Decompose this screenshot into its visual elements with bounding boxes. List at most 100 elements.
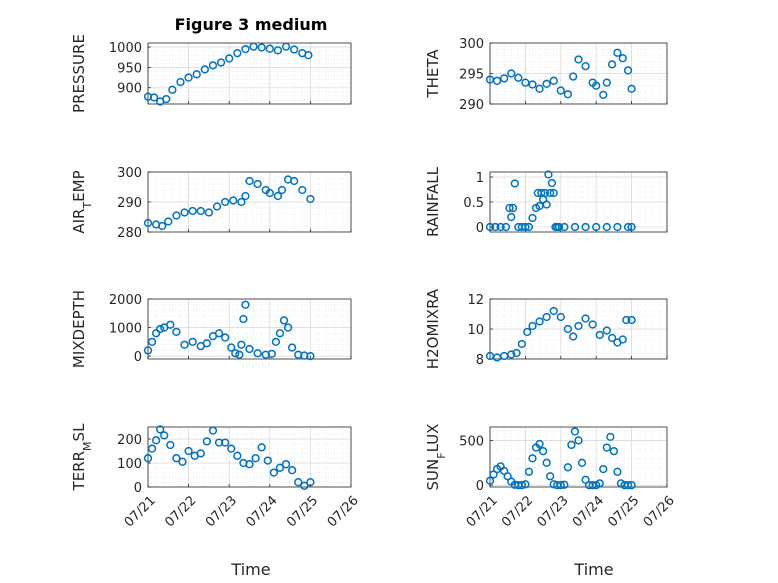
- y-axis-label: AIRTEMP: [70, 170, 94, 233]
- data-point: [622, 315, 631, 325]
- data-point: [599, 90, 608, 99]
- data-point: [147, 444, 157, 453]
- data-point: [542, 200, 551, 209]
- y-tick-label: 0: [476, 479, 484, 494]
- data-point: [592, 81, 601, 90]
- x-tick-label: 07/25: [605, 493, 642, 530]
- y-tick-label: 1000: [109, 322, 142, 337]
- data-point: [521, 480, 530, 489]
- y-tick-label: 0: [476, 221, 484, 236]
- data-point: [149, 93, 159, 102]
- data-point: [281, 460, 291, 469]
- data-point: [147, 337, 157, 347]
- y-tick-label: 300: [459, 37, 484, 52]
- data-point: [283, 323, 293, 332]
- data-point: [507, 350, 516, 359]
- data-point: [143, 346, 153, 355]
- data-point: [287, 466, 297, 475]
- data-point: [306, 194, 315, 204]
- data-point: [496, 222, 505, 232]
- panel-mixdepth: 0 1000 2000 MIXDEPTH: [70, 290, 352, 368]
- x-tick-label: 07/22: [499, 493, 536, 530]
- data-point: [606, 432, 615, 442]
- data-point: [542, 79, 551, 89]
- data-point: [613, 222, 622, 232]
- panel-h2omixra: 8 10 12 H2OMIXRA: [424, 288, 668, 369]
- data-point: [485, 476, 495, 485]
- data-point: [290, 45, 299, 54]
- data-point: [485, 222, 495, 232]
- data-point: [563, 90, 573, 99]
- data-point: [508, 203, 518, 213]
- data-point: [220, 197, 230, 207]
- y-axis-label: TERRMSL: [70, 423, 94, 492]
- data-point: [249, 42, 258, 51]
- data-point: [560, 480, 569, 489]
- data-point: [184, 446, 193, 456]
- data-point: [602, 222, 611, 232]
- data-point: [202, 437, 212, 446]
- data-point: [287, 343, 297, 352]
- data-point: [613, 48, 622, 57]
- y-tick-label: 100: [117, 457, 142, 472]
- data-point: [517, 481, 527, 490]
- data-point: [581, 222, 590, 232]
- data-point: [524, 222, 534, 232]
- data-point: [273, 191, 283, 201]
- axes-frame: [147, 42, 352, 105]
- data-point: [263, 456, 272, 465]
- data-point: [237, 197, 246, 207]
- data-point: [505, 203, 514, 213]
- x-tick-label: 07/26: [641, 493, 678, 530]
- data-point: [143, 218, 153, 228]
- data-point: [609, 447, 619, 456]
- data-point: [528, 213, 537, 223]
- data-point: [581, 62, 590, 71]
- data-point: [521, 222, 530, 232]
- data-point: [627, 222, 636, 232]
- data-point: [160, 431, 169, 440]
- data-point: [143, 454, 153, 463]
- data-point: [577, 458, 587, 467]
- data-point: [306, 478, 315, 487]
- data-point: [514, 73, 523, 82]
- data-point: [196, 449, 205, 458]
- y-tick-label: 12: [467, 293, 484, 308]
- data-point: [176, 77, 185, 87]
- data-point: [275, 329, 285, 338]
- data-point: [245, 344, 254, 354]
- data-point: [595, 479, 604, 488]
- data-point: [491, 222, 500, 232]
- data-point: [257, 43, 266, 52]
- data-point: [554, 222, 564, 232]
- data-point: [212, 202, 222, 211]
- y-axis-label: SUNFLUX: [424, 424, 448, 491]
- data-point: [627, 84, 636, 93]
- data-point: [220, 438, 230, 447]
- x-tick-label: 07/23: [203, 493, 240, 530]
- y-tick-label: 0.5: [463, 196, 484, 211]
- data-point: [623, 222, 633, 232]
- y-tick-label: 10: [467, 323, 484, 338]
- data-point: [277, 185, 287, 195]
- data-point: [265, 44, 274, 53]
- x-tick-label: 07/21: [122, 493, 159, 530]
- data-point: [196, 206, 205, 216]
- data-point: [162, 94, 171, 104]
- data-point: [549, 76, 558, 85]
- y-tick-label: 290: [459, 98, 484, 113]
- data-point: [172, 454, 181, 463]
- y-tick-label: 900: [117, 82, 142, 97]
- data-point: [281, 42, 291, 51]
- data-point: [574, 55, 583, 64]
- data-point: [294, 478, 303, 487]
- y-axis-label: RAINFALL: [424, 166, 442, 237]
- data-point: [257, 443, 266, 452]
- y-axis-label: H2OMIXRA: [424, 288, 442, 369]
- data-point: [241, 44, 250, 54]
- data-point: [546, 188, 555, 198]
- data-point: [528, 321, 537, 331]
- data-point: [602, 443, 611, 452]
- y-tick-label: 0: [134, 481, 142, 496]
